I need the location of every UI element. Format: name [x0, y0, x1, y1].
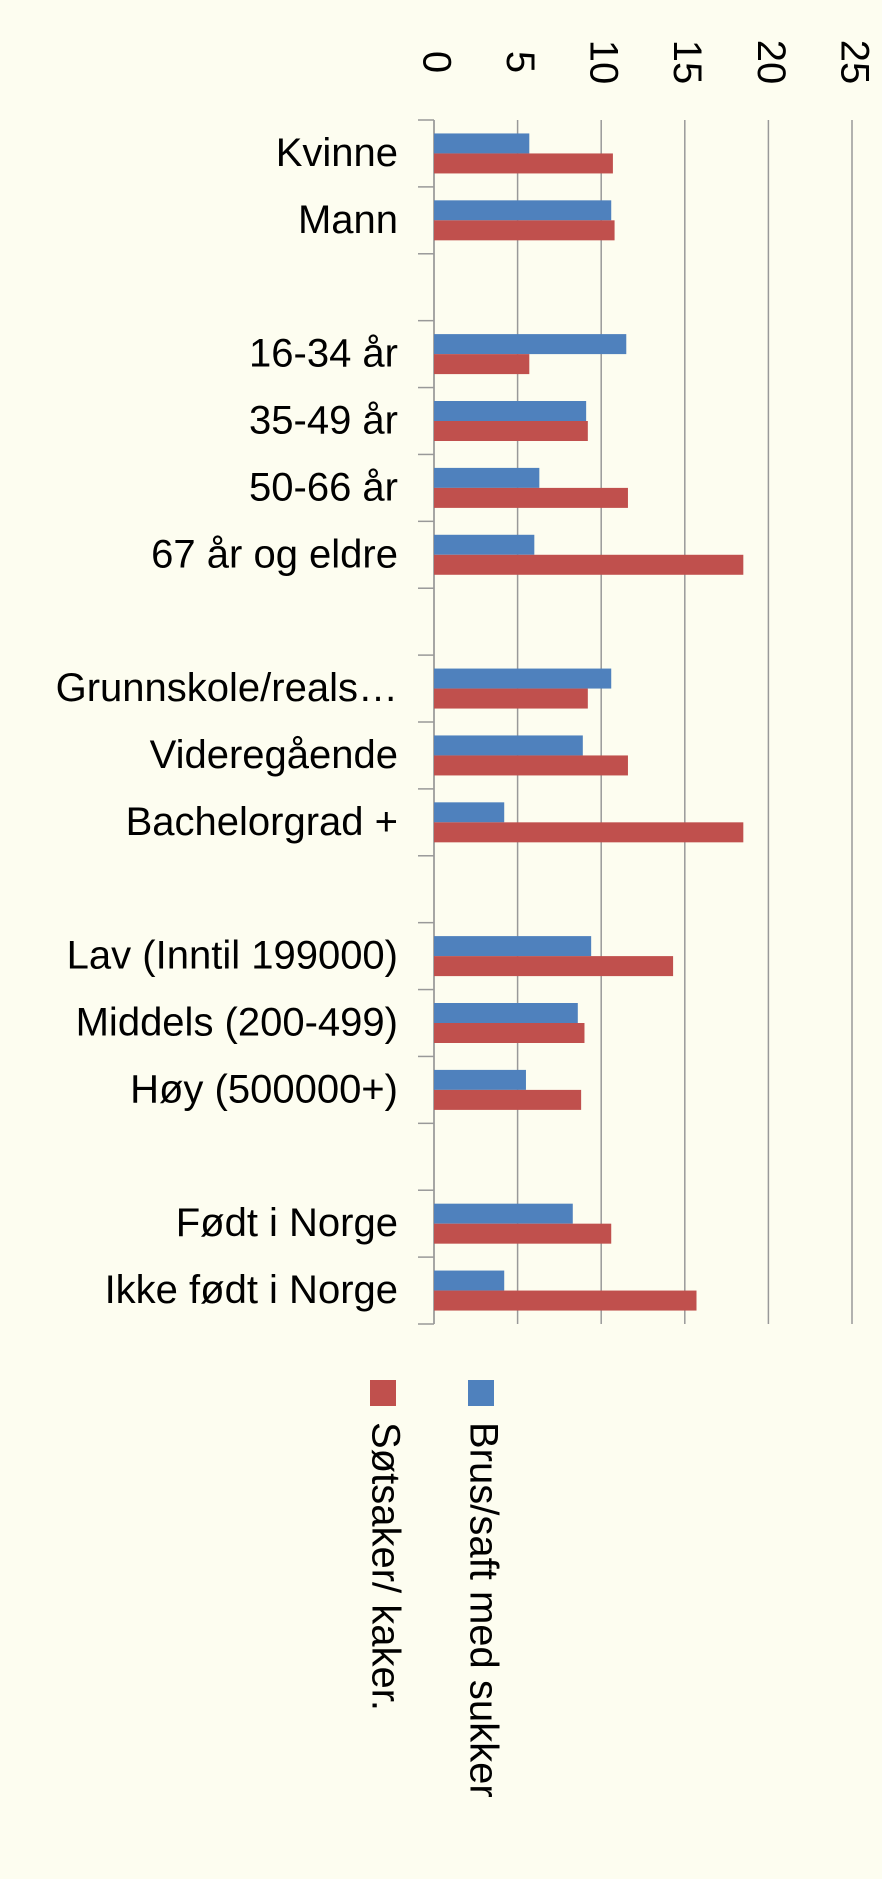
y-tick-label: Kvinne: [276, 131, 398, 175]
y-tick-label: Lav (Inntil 199000): [67, 934, 398, 978]
legend-label: Brus/saft med sukker: [461, 1422, 505, 1798]
bar: [434, 200, 611, 220]
y-tick-label: Videregående: [150, 733, 398, 777]
bar: [434, 936, 591, 956]
x-tick-label: 15: [665, 40, 709, 85]
y-tick-label: 16-34 år: [249, 332, 398, 376]
bar: [434, 401, 586, 421]
bar: [434, 669, 611, 689]
bar: [434, 735, 583, 755]
x-tick-label: 20: [749, 40, 793, 85]
bar: [434, 421, 588, 441]
bar: [434, 1003, 578, 1023]
bar: [434, 354, 529, 374]
chart: 0 5 10 15 20 25 Kvinne Mann 16-34 år 35-49 år 50-6…: [0, 0, 882, 1879]
bar: [434, 334, 626, 354]
bar: [434, 822, 743, 842]
x-tick-label: 0: [414, 51, 458, 73]
bar: [434, 956, 673, 976]
bar: [434, 153, 613, 173]
bar: [434, 1090, 581, 1110]
bar: [434, 488, 628, 508]
y-tick-label: Ikke født i Norge: [105, 1268, 398, 1312]
bar: [434, 802, 504, 822]
bar: [434, 220, 615, 240]
bar: [434, 1271, 504, 1291]
y-tick-label: 67 år og eldre: [151, 532, 398, 576]
y-tick-label: Født i Norge: [176, 1201, 398, 1245]
page: 0 5 10 15 20 25 Kvinne Mann 16-34 år 35-49 år 50-6…: [0, 0, 882, 1879]
x-tick-label: 25: [832, 40, 876, 85]
bar: [434, 133, 529, 153]
bar: [434, 1224, 611, 1244]
bar: [434, 555, 743, 575]
y-tick-label: Middels (200-499): [76, 1001, 398, 1045]
bar: [434, 535, 534, 555]
legend-label: Søtsaker/ kaker.: [363, 1422, 407, 1711]
bar: [434, 1204, 573, 1224]
bar: [434, 755, 628, 775]
bar: [434, 689, 588, 709]
y-tick-label: 50-66 år: [249, 465, 398, 509]
legend-swatch: [468, 1380, 494, 1406]
y-tick-label: Høy (500000+): [130, 1067, 398, 1111]
y-tick-label: Mann: [298, 198, 398, 242]
x-tick-label: 10: [582, 40, 626, 85]
legend-swatch: [370, 1380, 396, 1406]
y-tick-label: Bachelorgrad +: [126, 800, 398, 844]
y-tick-label: Grunnskole/reals…: [56, 666, 398, 710]
bar: [434, 1291, 697, 1311]
bar: [434, 1023, 584, 1043]
y-tick-label: 35-49 år: [249, 399, 398, 443]
bar: [434, 1070, 526, 1090]
bar: [434, 468, 539, 488]
x-tick-label: 5: [498, 51, 542, 73]
